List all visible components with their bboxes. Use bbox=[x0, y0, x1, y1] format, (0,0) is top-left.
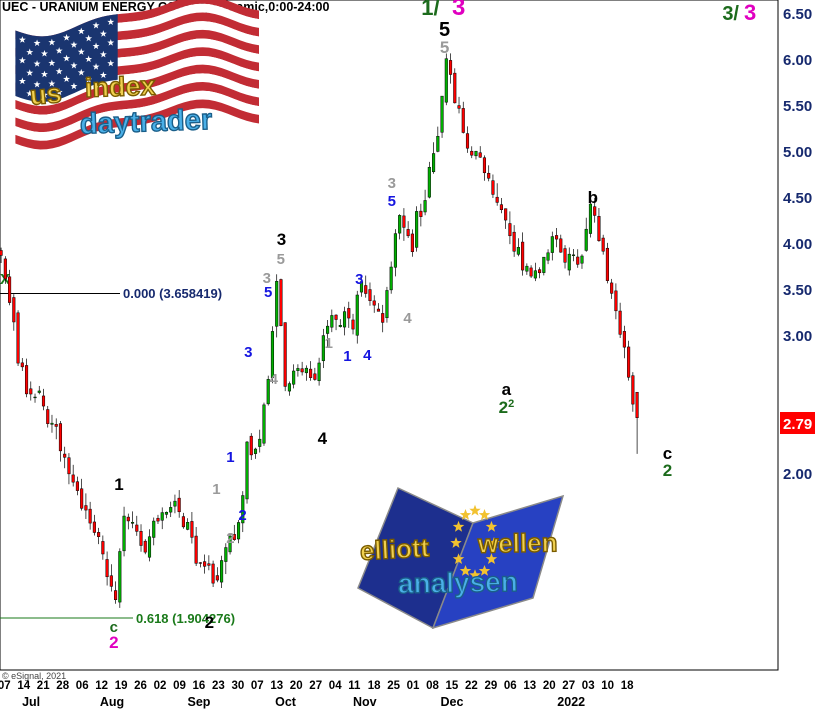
svg-text:Oct: Oct bbox=[275, 695, 297, 709]
svg-text:19: 19 bbox=[115, 680, 128, 692]
svg-text:5: 5 bbox=[388, 193, 396, 210]
svg-text:Dec: Dec bbox=[441, 695, 464, 709]
svg-text:2: 2 bbox=[663, 461, 672, 480]
svg-text:08: 08 bbox=[426, 680, 439, 692]
svg-text:3.00: 3.00 bbox=[783, 328, 812, 345]
svg-text:4.50: 4.50 bbox=[783, 190, 812, 207]
svg-text:27: 27 bbox=[309, 680, 322, 692]
svg-text:0.618 (1.904276): 0.618 (1.904276) bbox=[136, 611, 235, 626]
svg-text:3: 3 bbox=[452, 0, 465, 21]
svg-text:06: 06 bbox=[504, 680, 517, 692]
svg-text:3: 3 bbox=[744, 0, 756, 25]
svg-text:2: 2 bbox=[205, 613, 214, 632]
svg-text:4: 4 bbox=[318, 429, 328, 448]
svg-text:26: 26 bbox=[134, 680, 147, 692]
svg-text:18: 18 bbox=[368, 680, 381, 692]
svg-text:1: 1 bbox=[343, 348, 351, 365]
svg-text:20: 20 bbox=[543, 680, 556, 692]
svg-text:elliott: elliott bbox=[359, 532, 430, 566]
svg-text:29: 29 bbox=[485, 680, 498, 692]
svg-text:3: 3 bbox=[388, 175, 396, 192]
svg-text:3: 3 bbox=[244, 344, 252, 361]
svg-text:3/: 3/ bbox=[722, 3, 739, 25]
svg-text:12: 12 bbox=[95, 680, 108, 692]
svg-text:0.000 (3.658419): 0.000 (3.658419) bbox=[123, 286, 222, 301]
svg-text:27: 27 bbox=[562, 680, 575, 692]
svg-text:06: 06 bbox=[76, 680, 89, 692]
svg-text:25: 25 bbox=[387, 680, 400, 692]
svg-text:18: 18 bbox=[621, 680, 634, 692]
svg-text:4: 4 bbox=[403, 310, 412, 327]
svg-text:5.00: 5.00 bbox=[783, 144, 812, 161]
svg-text:us: us bbox=[29, 78, 63, 111]
svg-text:daytrader: daytrader bbox=[79, 104, 212, 141]
svg-text:11: 11 bbox=[348, 680, 361, 692]
svg-text:02: 02 bbox=[154, 680, 167, 692]
svg-text:5.50: 5.50 bbox=[783, 98, 812, 115]
svg-text:2: 2 bbox=[226, 530, 234, 547]
svg-text:4: 4 bbox=[363, 347, 372, 364]
svg-text:4: 4 bbox=[270, 371, 279, 388]
svg-text:2.00: 2.00 bbox=[783, 466, 812, 483]
svg-text:03: 03 bbox=[582, 680, 595, 692]
svg-text:2: 2 bbox=[109, 633, 118, 652]
svg-text:index: index bbox=[84, 71, 156, 103]
svg-text:14: 14 bbox=[17, 680, 30, 692]
svg-text:5: 5 bbox=[277, 251, 285, 268]
svg-text:Aug: Aug bbox=[100, 695, 124, 709]
svg-text:1: 1 bbox=[212, 481, 220, 498]
svg-text:04: 04 bbox=[329, 680, 342, 692]
svg-text:5: 5 bbox=[440, 38, 449, 57]
svg-text:4.00: 4.00 bbox=[783, 236, 812, 253]
svg-text:Sep: Sep bbox=[188, 695, 211, 709]
svg-text:07: 07 bbox=[251, 680, 264, 692]
svg-text:1: 1 bbox=[226, 449, 234, 466]
svg-text:wellen: wellen bbox=[477, 527, 558, 558]
svg-text:2: 2 bbox=[238, 507, 246, 524]
svg-text:b: b bbox=[588, 188, 598, 207]
svg-text:22: 22 bbox=[465, 680, 478, 692]
svg-text:6.00: 6.00 bbox=[783, 52, 812, 69]
svg-text:07: 07 bbox=[0, 680, 11, 692]
svg-text:21: 21 bbox=[37, 680, 50, 692]
svg-text:09: 09 bbox=[173, 680, 186, 692]
svg-text:Jul: Jul bbox=[22, 695, 40, 709]
svg-text:15: 15 bbox=[446, 680, 459, 692]
svg-text:28: 28 bbox=[56, 680, 69, 692]
svg-text:3: 3 bbox=[277, 230, 286, 249]
svg-text:1: 1 bbox=[114, 475, 123, 494]
svg-text:13: 13 bbox=[523, 680, 536, 692]
svg-text:10: 10 bbox=[601, 680, 614, 692]
svg-text:2022: 2022 bbox=[557, 695, 585, 709]
svg-text:13: 13 bbox=[270, 680, 283, 692]
svg-text:analysen: analysen bbox=[398, 566, 518, 599]
svg-text:3.50: 3.50 bbox=[783, 282, 812, 299]
svg-text:a: a bbox=[502, 380, 512, 399]
svg-text:1: 1 bbox=[325, 335, 333, 352]
svg-text:16: 16 bbox=[193, 680, 206, 692]
svg-text:20: 20 bbox=[290, 680, 303, 692]
svg-text:6.50: 6.50 bbox=[783, 6, 812, 23]
svg-text:1/: 1/ bbox=[421, 0, 439, 20]
svg-text:Nov: Nov bbox=[353, 695, 377, 709]
svg-text:01: 01 bbox=[407, 680, 420, 692]
svg-text:5: 5 bbox=[264, 284, 272, 301]
svg-text:3: 3 bbox=[355, 271, 363, 288]
svg-text:30: 30 bbox=[232, 680, 245, 692]
svg-text:2.79: 2.79 bbox=[783, 416, 812, 433]
svg-text:23: 23 bbox=[212, 680, 225, 692]
